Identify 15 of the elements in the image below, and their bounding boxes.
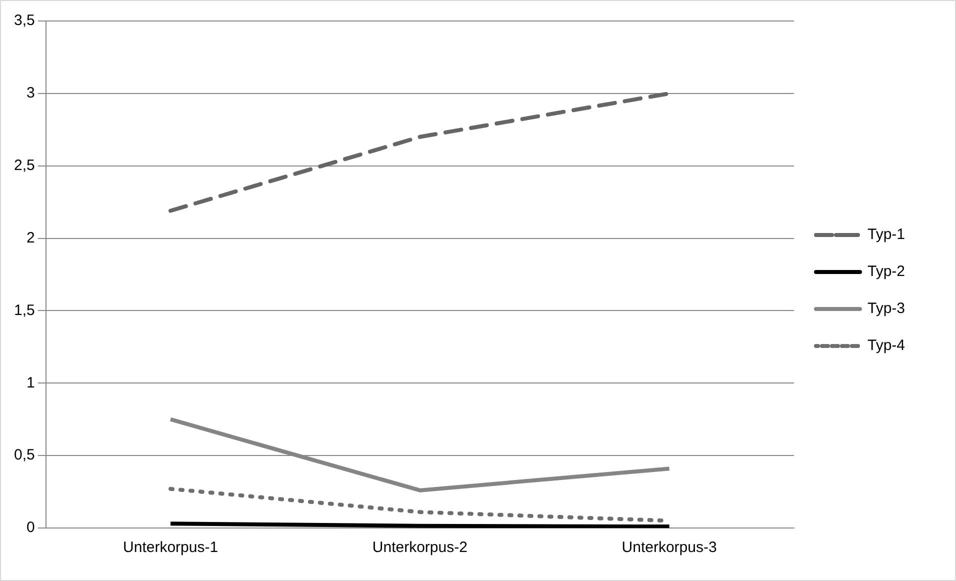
y-tick-label: 2,5 [14,157,35,174]
x-tick-label: Unterkorpus-2 [372,539,468,556]
legend-label: Typ-4 [867,337,905,354]
y-tick-label: 3,5 [14,12,35,30]
y-tick-label: 0,5 [14,446,35,464]
y-tick-label: 2 [26,229,35,246]
y-tick-label: 1 [26,374,35,392]
y-tick-label: 3 [26,84,35,102]
x-tick-label: Unterkorpus-1 [123,539,218,556]
legend-label: Typ-3 [867,300,905,318]
legend-label: Typ-1 [867,226,905,244]
y-tick-label: 0 [26,519,35,536]
y-tick-label: 1,5 [14,302,35,319]
x-tick-label: Unterkorpus-3 [622,539,717,556]
legend-label: Typ-2 [867,263,905,280]
